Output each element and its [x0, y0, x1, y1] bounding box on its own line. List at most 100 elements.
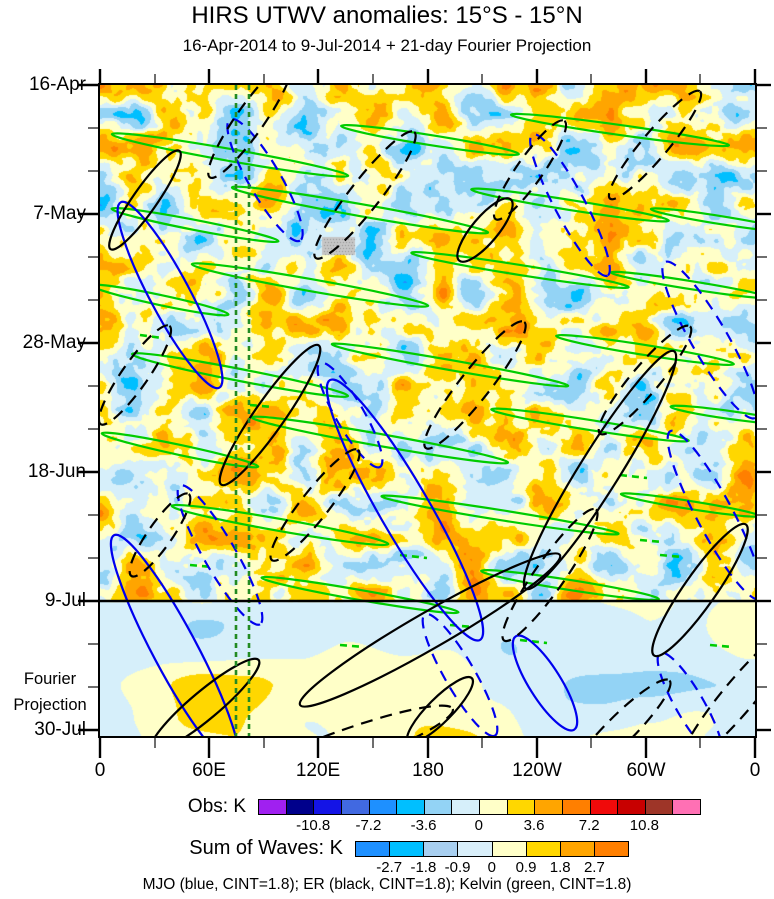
colorbar-box	[396, 799, 425, 815]
er-contour-dashed	[501, 507, 599, 643]
kelvin-contour	[100, 283, 230, 317]
obs-colorbar-label: Obs: K	[187, 796, 246, 817]
kelvin-contour	[100, 431, 260, 469]
mjo-contour-dashed	[666, 429, 755, 601]
fourier-projection-label: Fourier Projection	[0, 666, 100, 718]
colorbar-tick-label: -10.8	[296, 817, 331, 834]
colorbar-tick-label: -2.7	[376, 859, 403, 876]
er-contour-dashed	[269, 448, 361, 562]
anomaly-field-canvas	[100, 85, 755, 736]
kelvin-contour	[110, 132, 350, 178]
colorbar-tick-label: 0	[474, 817, 483, 834]
mjo-contour-dashed	[176, 484, 264, 626]
colorbar-box	[525, 841, 561, 857]
y-tick-label: 7-May	[33, 203, 86, 224]
er-contour-dashed	[597, 324, 693, 436]
waves-colorbar-label: Sum of Waves: K	[189, 837, 343, 859]
mjo-contour	[511, 634, 579, 732]
colorbar-box	[561, 799, 591, 815]
kelvin-contour	[130, 352, 350, 398]
mjo-contour	[109, 533, 241, 736]
er-contour	[651, 522, 749, 658]
er-contour	[218, 343, 322, 487]
kelvin-contour	[669, 404, 755, 426]
kelvin-contour	[110, 206, 280, 244]
kelvin-contour-dashed	[709, 643, 733, 649]
er-contour	[405, 675, 475, 736]
er-contour-dashed	[207, 85, 293, 180]
colorbar-box	[559, 841, 595, 857]
kelvin-contour	[250, 415, 510, 465]
kelvin-contour-dashed	[449, 623, 473, 629]
kelvin-contour-dashed	[139, 333, 163, 340]
colorbar-tick-label: 2.7	[583, 859, 605, 876]
mjo-contour-dashed	[316, 361, 384, 469]
er-contour-dashed	[313, 130, 417, 260]
y-tick-label: 18-Jun	[27, 461, 86, 482]
colorbar-box	[423, 799, 453, 815]
y-tick-label: 30-Jul	[34, 719, 86, 740]
kelvin-contour	[490, 407, 690, 443]
kelvin-contour	[340, 123, 520, 157]
colorbar-box	[593, 841, 629, 857]
er-contour-dashed	[100, 324, 173, 426]
kelvin-contour-dashed	[249, 403, 273, 409]
kelvin-contour	[509, 112, 731, 148]
er-contour-dashed	[607, 89, 703, 201]
kelvin-contour-dashed	[519, 638, 548, 645]
kelvin-contour-dashed	[619, 473, 648, 480]
mjo-contour-dashed	[226, 117, 304, 243]
er-contour-dashed	[492, 119, 568, 221]
mjo-contour-dashed	[656, 651, 724, 736]
x-tick-label: 60E	[192, 760, 226, 781]
colorbar-box	[589, 799, 619, 815]
colorbar-box	[672, 799, 701, 815]
waves-colorbar	[355, 841, 629, 857]
kelvin-contour	[619, 492, 755, 518]
er-contour-dashed	[128, 492, 192, 578]
chart-subtitle: 16-Apr-2014 to 9-Jul-2014 + 21-day Fouri…	[182, 36, 592, 55]
colorbar-tick-label: -1.8	[410, 859, 437, 876]
colorbar-tick-label: -7.2	[355, 817, 382, 834]
x-tick-label: 120E	[295, 760, 341, 781]
wave-contour-overlay	[100, 85, 755, 736]
kelvin-contour	[480, 568, 660, 602]
mjo-contour	[325, 378, 485, 642]
colorbar-tick-label: 0.9	[515, 859, 537, 876]
colorbar-box	[506, 799, 536, 815]
colorbar-box	[534, 799, 563, 815]
colorbar-tick-label: -3.6	[410, 817, 437, 834]
x-tick-label: 120W	[512, 760, 562, 781]
colorbar-tick-label: 7.2	[578, 817, 600, 834]
er-contour-dashed	[225, 704, 455, 736]
colorbar-box	[340, 799, 370, 815]
kelvin-contour	[555, 333, 735, 367]
colorbar-box	[423, 841, 459, 857]
er-contour-dashed	[679, 624, 755, 736]
y-tick-label: 9-Jul	[44, 590, 86, 611]
page-title: HIRS UTWV anomalies: 15°S - 15°N	[191, 2, 583, 29]
obs-colorbar-ticks: -10.8 -7.2 -3.6 0 3.6 7.2 10.8	[258, 817, 701, 835]
plot-area	[98, 83, 757, 738]
colorbar-box	[451, 799, 480, 815]
x-tick-label: 0	[749, 760, 761, 781]
colorbar-box	[644, 799, 674, 815]
colorbar-tick-label: 0	[487, 859, 496, 876]
obs-colorbar	[258, 799, 701, 815]
colorbar-tick-label: 3.6	[523, 817, 545, 834]
colorbar-box	[491, 841, 527, 857]
y-tick-label: 16-Apr	[28, 74, 86, 95]
colorbar-box	[285, 799, 315, 815]
y-tick-label: 28-May	[22, 332, 86, 353]
colorbar-box	[389, 841, 425, 857]
er-contour	[149, 657, 261, 736]
x-tick-label: 60W	[626, 760, 666, 781]
mjo-contour-dashed	[421, 612, 499, 736]
waves-colorbar-ticks: -2.7 -1.8 -0.9 0 0.9 1.8 2.7	[355, 859, 629, 877]
colorbar-tick-label: -0.9	[444, 859, 471, 876]
kelvin-contour-dashed	[659, 553, 683, 559]
kelvin-contour	[410, 250, 630, 290]
er-contour	[456, 197, 514, 263]
wave-legend-caption: MJO (blue, CINT=1.8); ER (black, CINT=1.…	[142, 876, 632, 893]
